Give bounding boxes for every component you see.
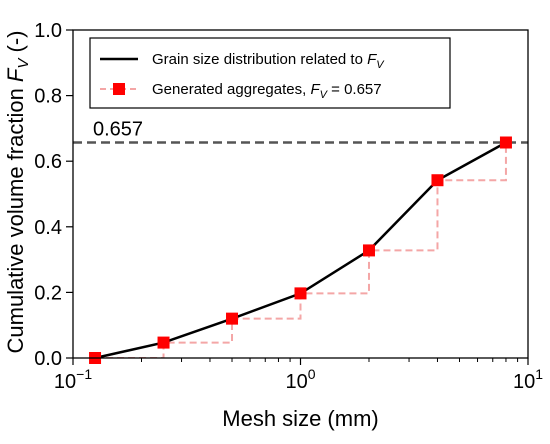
legend: Grain size distribution related to FV Gen… [89, 37, 451, 109]
axes: 0.0 0.2 0.4 0.6 0.8 1.0 10−1 100 101 Mesh size (m… [3, 20, 543, 431]
x-axis-label: Mesh size (mm) [222, 406, 378, 431]
legend-box [89, 37, 451, 109]
series-generated-aggregates-step-line [95, 142, 507, 358]
data-point-marker [499, 136, 512, 149]
legend-label-generated: Generated aggregates, FV = 0.657 [152, 81, 382, 101]
y-tick-label: 0.2 [34, 282, 62, 304]
y-tick-label: 0.4 [34, 217, 62, 239]
data-point-marker [294, 287, 307, 300]
plot-area: 0.657 [73, 119, 528, 364]
reference-line-label: 0.657 [93, 119, 143, 141]
y-tick-label: 0.6 [34, 151, 62, 173]
y-tick-label: 0.0 [34, 348, 62, 370]
x-tick-label: 101 [513, 366, 543, 393]
y-tick-label: 1.0 [34, 20, 62, 42]
y-tick-label: 0.8 [34, 86, 62, 108]
x-tick-label: 10−1 [54, 366, 92, 393]
data-point-marker [226, 312, 239, 325]
y-axis-label: Cumulative volume fraction FV (-) [3, 30, 32, 353]
data-point-marker [362, 244, 375, 257]
series-grain-size-distribution-line [94, 141, 507, 360]
legend-label-distribution: Grain size distribution related to FV [152, 51, 385, 71]
data-point-marker [431, 174, 444, 187]
legend-swatch-generated-marker [113, 83, 125, 95]
x-tick-label: 100 [285, 366, 315, 393]
data-point-marker [157, 336, 170, 349]
